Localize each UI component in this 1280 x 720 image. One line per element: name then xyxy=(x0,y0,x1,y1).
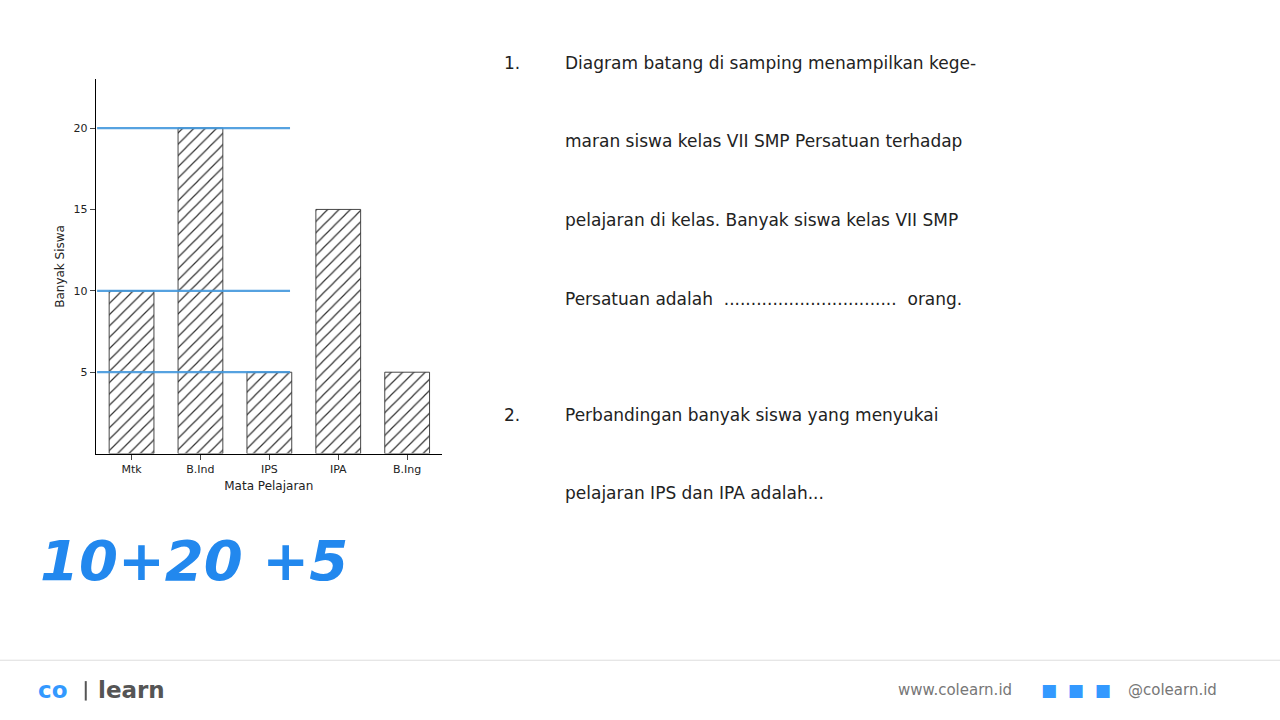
svg-text:10: 10 xyxy=(74,285,88,298)
svg-text:Mata Pelajaran: Mata Pelajaran xyxy=(224,479,313,493)
svg-text:B.Ing: B.Ing xyxy=(393,463,421,476)
svg-text:@colearn.id: @colearn.id xyxy=(1128,681,1217,699)
svg-text:Perbandingan banyak siswa yang: Perbandingan banyak siswa yang menyukai xyxy=(565,405,938,425)
svg-text:10+20 +5: 10+20 +5 xyxy=(40,528,348,593)
svg-text:Persatuan adalah ............: Persatuan adalah .......................… xyxy=(565,289,962,309)
svg-text:pelajaran IPS dan IPA adalah..: pelajaran IPS dan IPA adalah... xyxy=(565,483,824,503)
svg-text:Diagram batang di samping mena: Diagram batang di samping menampilkan ke… xyxy=(565,53,976,73)
svg-text:20: 20 xyxy=(74,122,88,135)
svg-text:learn: learn xyxy=(98,677,165,703)
svg-text:1.: 1. xyxy=(504,53,520,73)
svg-text:2.: 2. xyxy=(504,405,520,425)
svg-text:co: co xyxy=(38,677,67,703)
svg-text:■ ■ ■: ■ ■ ■ xyxy=(1041,680,1111,700)
svg-text:Banyak Siswa: Banyak Siswa xyxy=(53,225,67,308)
svg-text:Mtk: Mtk xyxy=(121,463,142,476)
svg-text:IPA: IPA xyxy=(330,463,347,476)
svg-text:15: 15 xyxy=(74,203,88,216)
svg-text:IPS: IPS xyxy=(261,463,278,476)
svg-text:B.Ind: B.Ind xyxy=(186,463,214,476)
svg-text:pelajaran di kelas. Banyak sis: pelajaran di kelas. Banyak siswa kelas V… xyxy=(565,210,958,230)
svg-text:www.colearn.id: www.colearn.id xyxy=(898,681,1012,699)
svg-text:maran siswa kelas VII SMP Pers: maran siswa kelas VII SMP Persatuan terh… xyxy=(565,131,962,151)
svg-text:5: 5 xyxy=(81,366,88,379)
